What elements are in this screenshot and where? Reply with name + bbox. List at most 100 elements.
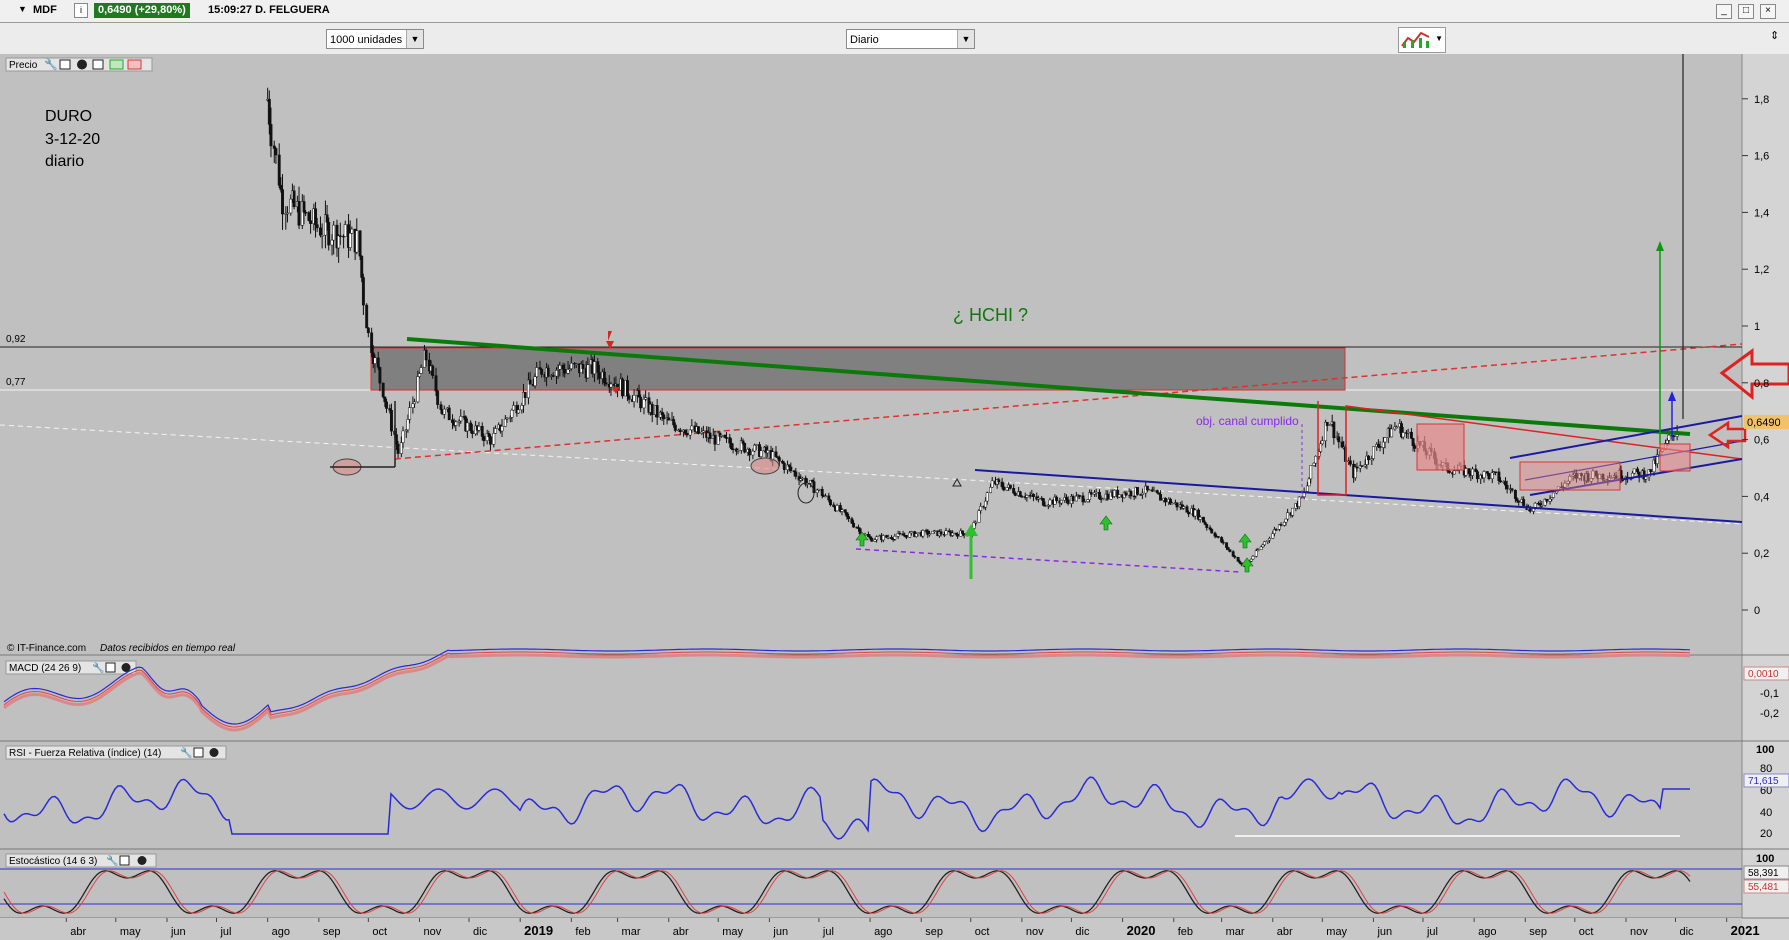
candle-body: [713, 434, 717, 445]
chart-area[interactable]: 0,92 0,77 DURO 3-12-2: [0, 54, 1789, 940]
candle-body: [1210, 528, 1214, 534]
candle-body: [1603, 479, 1606, 481]
candle-body: [510, 409, 514, 418]
price-tick-label: 0,2: [1754, 548, 1769, 560]
candle-body: [1504, 481, 1507, 486]
candle-body: [540, 369, 544, 375]
close-icon[interactable]: [121, 663, 131, 672]
chart-style-button[interactable]: ▼: [1398, 27, 1446, 53]
maximize-icon[interactable]: □: [1738, 4, 1754, 19]
stoch-badge-1: [1743, 865, 1789, 880]
candle-body: [1665, 440, 1669, 444]
rsi-panel-label: RSI - Fuerza Relativa (índice) (14): [9, 748, 161, 759]
candle-body: [1129, 490, 1133, 497]
candle-body: [1233, 556, 1237, 558]
candle-body: [1324, 421, 1328, 442]
candle-body: [997, 479, 1001, 483]
time-company-label: 15:09:27 D. FELGUERA: [208, 4, 330, 16]
units-select[interactable]: 1000 unidades ▼: [326, 29, 424, 49]
close-icon[interactable]: [209, 748, 219, 757]
rsi-chart: [3, 776, 1690, 840]
candle-body: [1381, 441, 1385, 448]
level-low-label: 0,77: [6, 377, 26, 388]
candle-body: [413, 401, 417, 405]
info-icon[interactable]: i: [74, 3, 88, 18]
menu-arrow-icon[interactable]: ▼: [18, 4, 27, 14]
add-icon[interactable]: [92, 59, 104, 70]
candle-body: [1002, 486, 1006, 491]
candle-body: [459, 416, 463, 422]
candle-body: [330, 239, 334, 246]
window-icon[interactable]: [193, 747, 204, 758]
window-icon[interactable]: [59, 59, 71, 70]
candle-body: [1282, 521, 1286, 526]
symbol-label[interactable]: MDF: [33, 4, 57, 16]
window-icon[interactable]: [119, 855, 130, 866]
close-icon[interactable]: [137, 856, 147, 865]
candle-body: [632, 395, 636, 402]
candle-body: [1117, 494, 1121, 498]
candle-body: [1401, 432, 1405, 438]
candle-body: [781, 460, 785, 464]
rsi-axis-label: 40: [1760, 807, 1772, 819]
candle-body: [350, 228, 354, 234]
candle-body: [1116, 489, 1120, 498]
candle-body: [1228, 549, 1232, 552]
macd-panel-label: MACD (24 26 9): [9, 663, 81, 674]
rsi-axis-label: 80: [1760, 763, 1772, 775]
candle-body: [766, 450, 770, 454]
candle-body: [1608, 477, 1611, 481]
last-price-badge: [1744, 415, 1789, 429]
candle-body: [1140, 492, 1144, 495]
candle-body: [378, 367, 382, 384]
candle-body: [1261, 544, 1265, 548]
close-icon[interactable]: [77, 59, 87, 70]
time-axis: abr may jun jul ago sep oct nov dic 2019 feb mar abr…: [65, 918, 1760, 938]
wrench-icon[interactable]: 🔧: [180, 746, 192, 759]
price-panel-label: Precio: [9, 60, 38, 71]
window-icon[interactable]: [105, 662, 116, 673]
period-select-value: Diario: [850, 34, 879, 46]
export-icon[interactable]: [109, 59, 124, 70]
wrench-icon[interactable]: 🔧: [44, 57, 58, 71]
candle-body: [517, 409, 520, 414]
candle-body: [465, 422, 469, 432]
candle-body: [274, 148, 278, 156]
time-tick-label: ago: [272, 926, 290, 938]
candle-body: [1499, 480, 1502, 483]
candle-body: [820, 488, 824, 497]
rsi-line: [3, 776, 1690, 840]
candle-body: [829, 499, 832, 506]
candle-body: [338, 235, 342, 237]
close-icon[interactable]: ×: [1760, 4, 1776, 19]
stoch-panel-label: Estocástico (14 6 3): [9, 856, 97, 867]
wrench-icon[interactable]: 🔧: [106, 854, 118, 867]
channel-mid-line: [1524, 440, 1743, 481]
stoch-d-line: [3, 870, 1691, 914]
import-icon[interactable]: [127, 59, 142, 70]
purple-dashed-line: [855, 548, 1241, 573]
period-select[interactable]: Diario ▼: [846, 29, 975, 49]
candle-body: [289, 198, 293, 214]
wrench-icon[interactable]: 🔧: [92, 661, 104, 674]
candle-body: [1231, 551, 1235, 557]
candle-body: [401, 430, 405, 443]
candle-body: [875, 536, 879, 541]
marker-ellipse: [750, 457, 780, 475]
candle-body: [348, 233, 352, 248]
candle-body: [688, 429, 692, 436]
candle-body: [1238, 561, 1242, 564]
candle-body: [596, 361, 600, 373]
candle-body: [725, 437, 728, 439]
candle-body: [337, 235, 341, 249]
minimize-icon[interactable]: _: [1716, 4, 1732, 19]
candle-body: [1482, 471, 1486, 479]
candle-body: [1286, 512, 1290, 520]
candle-body: [480, 425, 484, 437]
scroll-arrows-icon[interactable]: ⇕: [1770, 30, 1780, 42]
candle-body: [1586, 473, 1590, 482]
candle-body: [535, 367, 539, 377]
candle-body: [1279, 524, 1283, 526]
copyright-label: © IT-Finance.com: [7, 643, 86, 654]
red-arrow-left-icon: [1719, 348, 1789, 401]
